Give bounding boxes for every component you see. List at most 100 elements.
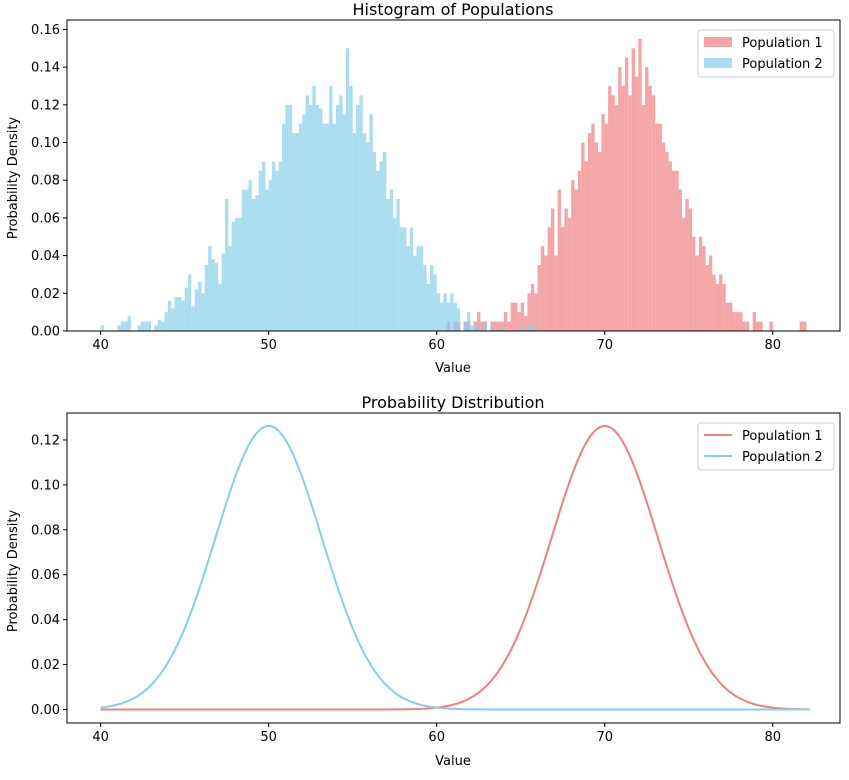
histogram-bar-population-2 [312, 85, 316, 331]
histogram-bar-population-2 [218, 283, 222, 331]
x-tick-label: 80 [765, 338, 782, 353]
histogram-bar-population-2 [315, 104, 320, 332]
histogram-bar-population-2 [419, 246, 424, 331]
histogram-bar-population-2 [147, 321, 152, 331]
histogram-bar-population-2 [204, 265, 209, 331]
histogram-bar-population-2 [520, 325, 525, 331]
histogram-bar-population-2 [137, 325, 141, 331]
histogram-bar-population-2 [292, 133, 296, 331]
histogram-bar-population-2 [399, 227, 404, 331]
histogram-bar-population-2 [120, 321, 125, 331]
histogram-bar-population-2 [258, 170, 262, 331]
histogram-bar-population-1 [577, 170, 582, 331]
histogram-bar-population-1 [608, 85, 612, 331]
histogram-bar-population-2 [450, 293, 454, 331]
histogram-bar-population-2 [473, 325, 478, 331]
histogram-bar-population-2 [295, 133, 299, 331]
histogram-bar-population-2 [453, 302, 457, 331]
histogram-bar-population-2 [238, 217, 242, 331]
histogram-bar-population-2 [389, 189, 394, 331]
histogram-bar-population-1 [591, 123, 595, 332]
histogram-bar-population-2 [349, 85, 353, 331]
histogram-bar-population-2 [530, 323, 535, 331]
histogram-bar-population-2 [161, 321, 165, 331]
legend: Population 1 Population 2 [697, 29, 835, 78]
axes-frame: 40 50 60 70 80 0.00 0.02 0.04 0.06 0.08 0.10 0.12 [31, 412, 841, 745]
histogram-bar-population-1 [507, 321, 511, 331]
histogram-bar-population-1 [574, 189, 578, 331]
histogram-bar-population-1 [493, 321, 498, 331]
histogram-bar-population-2 [127, 315, 131, 331]
histogram-bar-population-2 [235, 217, 239, 331]
y-tick-label: 0.12 [31, 98, 60, 113]
histogram-bar-population-1 [517, 312, 521, 331]
histogram-bar-population-2 [466, 312, 471, 331]
histogram-bar-population-1 [658, 123, 662, 332]
histogram-bar-population-1 [540, 246, 545, 331]
histogram-bar-population-2 [329, 85, 333, 331]
y-tick-label: 0.14 [31, 61, 60, 76]
histogram-bar-population-2 [379, 161, 383, 331]
histogram-bar-population-1 [628, 95, 632, 331]
histogram-bar-population-1 [601, 114, 605, 331]
histogram-bar-population-1 [655, 123, 659, 332]
x-axis-label: Value [435, 361, 471, 376]
histogram-bar-population-2 [359, 95, 363, 331]
histogram-bar-population-2 [325, 123, 330, 332]
histogram-bar-population-1 [598, 151, 602, 331]
x-tick-label: 60 [428, 730, 445, 745]
histogram-bar-population-2 [308, 104, 313, 332]
histogram-bar-population-1 [645, 67, 649, 331]
y-tick-label: 0.08 [31, 523, 60, 538]
legend-label-population-1: Population 1 [742, 429, 823, 444]
histogram-bar-population-2 [231, 221, 236, 331]
y-tick-label: 0.04 [31, 249, 60, 264]
histogram-bar-population-2 [302, 114, 306, 331]
histogram-bar-population-1 [564, 208, 568, 331]
histogram-bar-population-1 [524, 315, 528, 331]
legend: Population 1 Population 2 [697, 422, 835, 471]
histogram-bar-population-1 [735, 312, 740, 331]
histogram-bar-population-1 [698, 236, 703, 331]
histogram-bar-population-1 [682, 217, 686, 331]
histogram-bar-population-1 [641, 104, 646, 332]
histogram-bar-population-2 [171, 308, 175, 331]
histogram-bar-population-2 [345, 48, 350, 331]
chart-title: Probability Distribution [361, 393, 544, 412]
histogram-bar-population-1 [547, 227, 551, 331]
histogram-bar-population-2 [187, 274, 192, 331]
histogram-bar-population-2 [319, 108, 323, 331]
histogram-bar-population-2 [177, 297, 182, 331]
histogram-bar-population-2 [278, 161, 283, 331]
legend-swatch-population-1 [704, 37, 732, 47]
x-tick-label: 50 [260, 730, 277, 745]
histogram-bar-population-2 [117, 325, 121, 331]
histogram-bar-population-2 [396, 199, 400, 331]
y-tick-label: 0.00 [31, 325, 60, 340]
histogram-bar-population-2 [416, 246, 420, 331]
y-tick-label: 0.10 [31, 478, 60, 493]
histogram-bar-population-1 [520, 302, 525, 331]
histogram-bar-population-1 [725, 302, 730, 331]
histogram-bar-population-2 [208, 246, 212, 331]
histogram-bar-population-2 [382, 151, 387, 331]
histogram-bar-population-2 [527, 325, 531, 331]
legend-label-population-1: Population 1 [742, 36, 823, 51]
histogram-bar-population-1 [550, 208, 555, 331]
histogram-bar-population-1 [557, 189, 562, 331]
y-tick-label: 0.04 [31, 613, 60, 628]
histogram-bar-population-1 [651, 95, 656, 331]
histogram-bar-population-2 [140, 321, 145, 331]
histogram-bar-population-2 [376, 170, 380, 331]
histogram-bar-population-1 [708, 255, 713, 331]
histogram-bar-population-1 [661, 142, 666, 331]
histogram-bar-population-1 [561, 227, 565, 331]
histogram-bar-population-2 [477, 325, 481, 331]
histogram-bar-population-1 [712, 274, 716, 331]
histogram-bar-population-1 [554, 255, 558, 331]
histogram-bar-population-1 [665, 151, 669, 331]
histogram-bar-population-2 [446, 302, 451, 331]
histogram-bar-population-2 [386, 199, 390, 331]
